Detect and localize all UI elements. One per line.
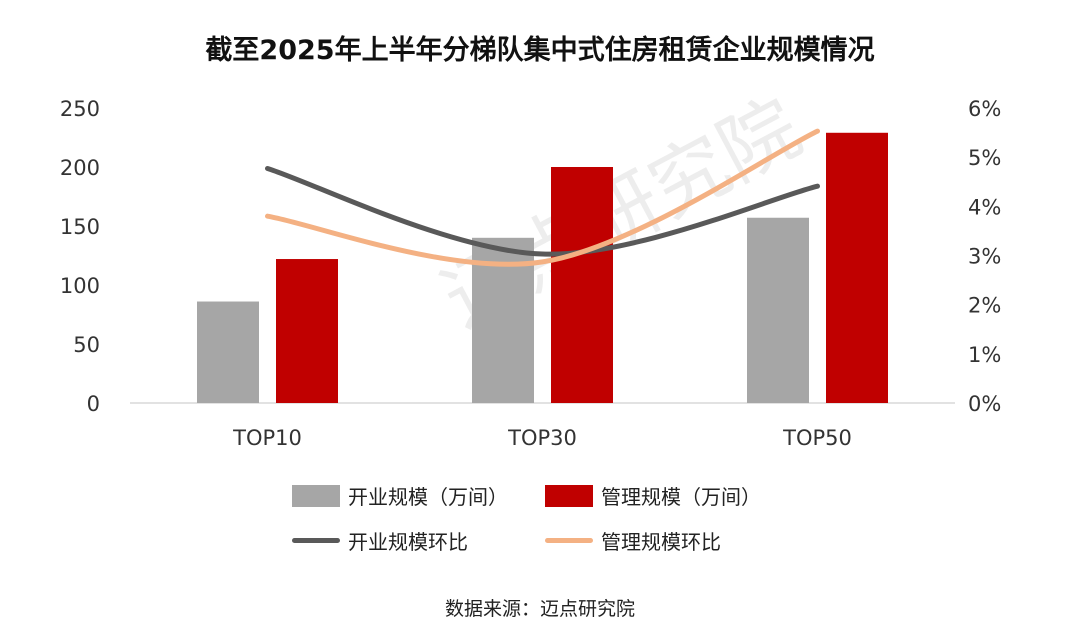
right-axis-tick: 3% [968, 245, 1001, 269]
x-axis-tick: TOP50 [782, 426, 852, 450]
legend-swatch-red [545, 484, 593, 507]
right-axis-tick: 5% [968, 146, 1001, 170]
bar-managed-top10 [276, 259, 338, 403]
legend-swatch-gray [292, 484, 340, 507]
legend-line-orange [545, 538, 593, 543]
left-axis-tick: 200 [60, 156, 100, 180]
left-axis-tick: 150 [60, 215, 100, 239]
legend-line-dark [292, 538, 340, 543]
right-axis-tick: 4% [968, 195, 1001, 219]
left-axis-tick: 100 [60, 274, 100, 298]
legend-item-managed-ratio: 管理规模环比 [545, 526, 721, 555]
legend-label: 开业规模环比 [348, 530, 468, 554]
left-axis-tick: 250 [60, 97, 100, 121]
line-open-ratio [265, 165, 820, 257]
bar-open-top10 [197, 301, 259, 403]
line-managed-ratio [265, 128, 820, 267]
x-axis-tick: TOP10 [232, 426, 302, 450]
right-axis-tick: 0% [968, 392, 1001, 416]
legend-label: 管理规模（万间） [601, 485, 761, 509]
legend-item-open-scale: 开业规模（万间） [292, 481, 508, 510]
chart-title: 截至2025年上半年分梯队集中式住房租赁企业规模情况 [205, 35, 875, 66]
legend-item-managed-scale: 管理规模（万间） [545, 481, 761, 510]
x-axis-tick: TOP30 [507, 426, 577, 450]
right-axis-tick: 1% [968, 343, 1001, 367]
right-axis-tick: 6% [968, 97, 1001, 121]
data-source: 数据来源：迈点研究院 [444, 598, 635, 620]
legend-label: 管理规模环比 [601, 530, 721, 554]
right-axis-tick: 2% [968, 294, 1001, 318]
bar-managed-top30 [551, 167, 613, 403]
legend-label: 开业规模（万间） [348, 485, 508, 509]
bar-open-top50 [747, 217, 809, 403]
left-axis-tick: 50 [73, 333, 100, 357]
left-axis-tick: 0 [87, 392, 100, 416]
bar-managed-top50 [826, 132, 888, 403]
legend-item-open-ratio: 开业规模环比 [292, 526, 468, 555]
